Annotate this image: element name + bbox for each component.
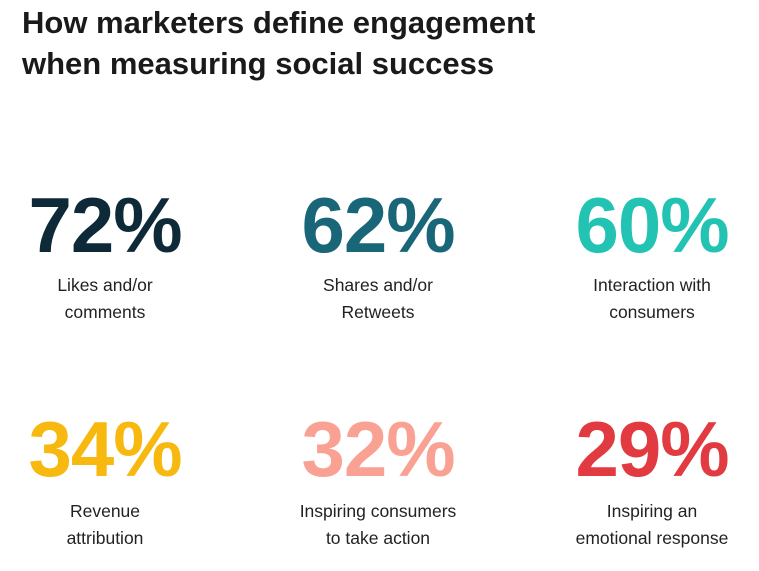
stat-value: 32% — [301, 405, 454, 493]
stat-label: Revenue — [70, 501, 140, 521]
title-line: when measuring social success — [21, 46, 494, 81]
stat-label: Shares and/or — [323, 275, 433, 295]
stat-label: Likes and/or — [57, 275, 153, 295]
stat-label: Interaction with — [593, 275, 711, 295]
title-line: How marketers define engagement — [22, 5, 535, 40]
stat-value: 34% — [28, 405, 181, 493]
stat-label: consumers — [609, 302, 695, 322]
stat-value: 72% — [28, 181, 181, 269]
stat-value: 62% — [301, 181, 454, 269]
stat-label: Inspiring an — [607, 501, 697, 521]
stat-label: to take action — [326, 528, 430, 548]
stat-label: Inspiring consumers — [300, 501, 457, 521]
stat-label: comments — [65, 302, 146, 322]
stat-value: 60% — [575, 181, 728, 269]
stat-label: emotional response — [576, 528, 729, 548]
stat-value: 29% — [575, 405, 728, 493]
stat-label: Retweets — [342, 302, 415, 322]
stat-label: attribution — [67, 528, 144, 548]
